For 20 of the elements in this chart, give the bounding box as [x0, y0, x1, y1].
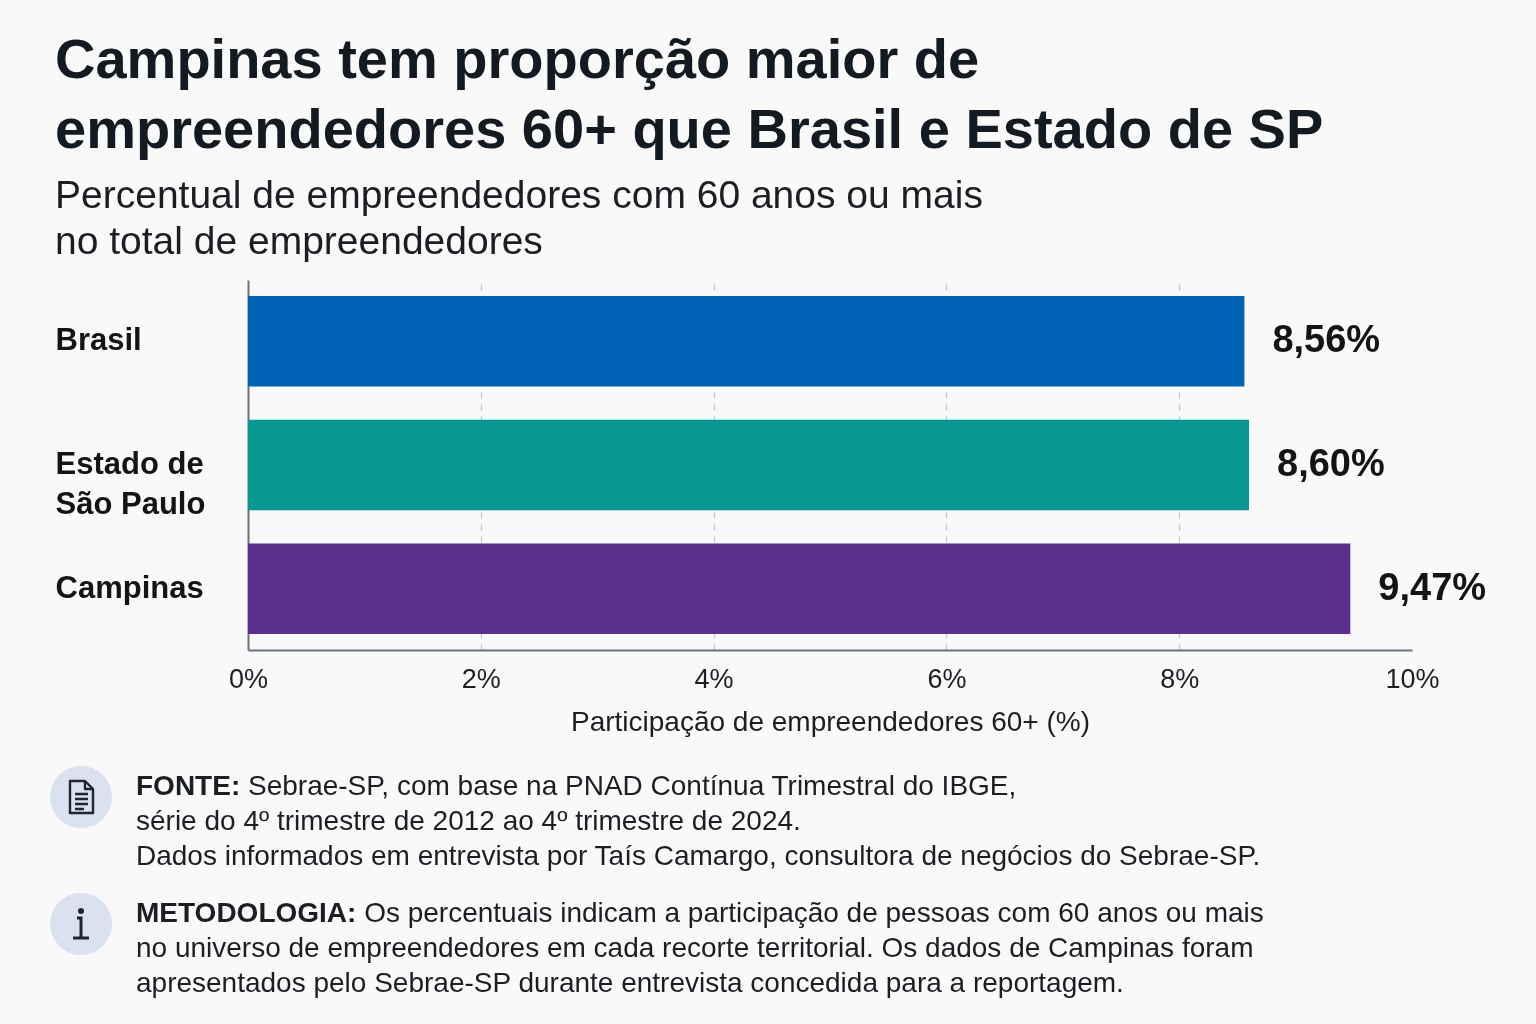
bar: [248, 419, 1250, 511]
x-tick-label: 2%: [461, 663, 501, 694]
x-tick-label: 0%: [228, 663, 269, 694]
text: METODOLOGIA: Os percentuais indicam a participação de pessoas com 60 anos ou mais no universo de empreendedores em cada recorte territorial. Os dados de Campinas foram apresentados pelo Sebrae-SP durante entrevista concedida para a reportagem.: [136, 896, 1264, 1000]
bar: [248, 543, 1351, 634]
chart-title: Campinas tem proporção maior de empreendedores 60+ que Brasil e Estado de SP: [55, 26, 1325, 162]
x-axis-title: Participação de empreendedores 60+ (%): [570, 705, 1091, 737]
source-note: FONTE: Sebrae-SP, com base na PNAD Contínua Trimestral do IBGE, série do 4º trimestre de 2012 ao 4º trimestre de 2024. Dados informados em entrevista por Taís Camargo, consultora de negócios do Sebrae-SP.: [136, 769, 1261, 873]
x-tick-label: 4%: [694, 663, 734, 694]
x-tick-label: 10%: [1385, 663, 1440, 694]
y-tick-label: Campinas: [55, 569, 204, 605]
x-tick-label: 6%: [927, 663, 967, 694]
data-label: 8,60%: [1277, 442, 1385, 484]
data-label: 9,47%: [1378, 565, 1487, 608]
x-tick-label: 8%: [1160, 663, 1200, 694]
chart-subtitle: Percentual de empreendedores com 60 anos ou mais no total de empreendedores: [55, 172, 983, 264]
bar: [248, 296, 1245, 387]
data-label: 8,56%: [1272, 318, 1381, 361]
y-tick-label: Estado de São Paulo: [55, 446, 206, 521]
y-tick-label: Brasil: [55, 322, 142, 358]
